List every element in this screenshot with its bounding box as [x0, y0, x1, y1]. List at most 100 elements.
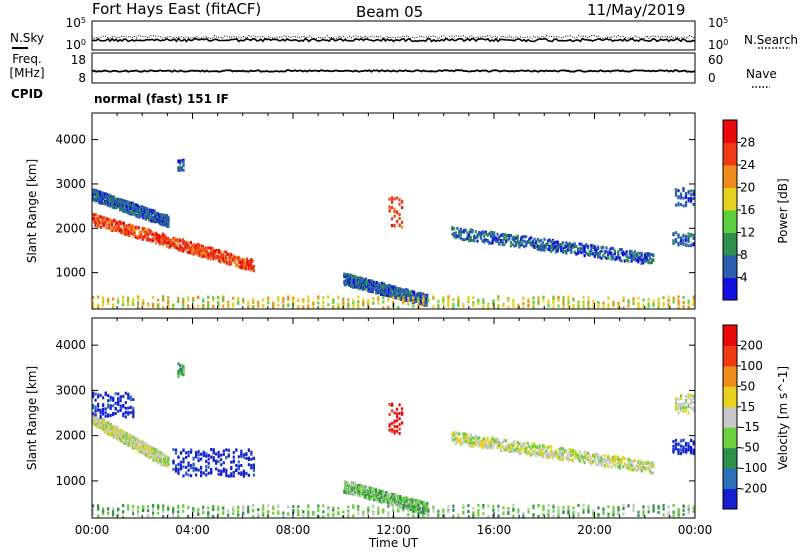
velocity-cell [242, 455, 245, 459]
velocity-cell [377, 499, 380, 503]
velocity-cell [126, 434, 129, 438]
power-cell [633, 257, 637, 261]
power-cell [312, 305, 315, 309]
power-cell [677, 196, 680, 199]
velocity-cell [650, 471, 653, 475]
power-cell [679, 241, 683, 245]
velocity-cell [648, 469, 652, 473]
velocity-cell [93, 416, 97, 420]
velocity-cell [114, 435, 117, 439]
power-cell [392, 296, 395, 300]
power-cell [212, 255, 215, 259]
velocity-cell [593, 455, 596, 459]
velocity-cell [576, 454, 580, 458]
velocity-cell [620, 460, 623, 464]
power-cell [232, 254, 235, 258]
power-cell [132, 302, 135, 306]
power-cell [173, 243, 176, 247]
power-cell [343, 272, 346, 276]
velocity-cell [230, 472, 233, 476]
velocity-cell [576, 456, 580, 460]
power-cell [97, 305, 100, 309]
power-cell [491, 241, 494, 245]
power-cell [166, 214, 169, 217]
power-cell [662, 303, 665, 307]
power-cell [551, 240, 554, 243]
power-cell [145, 211, 148, 215]
power-cell [142, 216, 145, 220]
power-cell [603, 251, 606, 255]
power-cell [473, 238, 476, 242]
power-cell [196, 242, 199, 246]
power-cell [692, 236, 695, 240]
power-cell [690, 197, 693, 201]
power-cell [481, 239, 484, 243]
velocity-cell [545, 449, 548, 453]
power-cell [368, 285, 371, 289]
power-cell [105, 193, 108, 196]
power-cell [387, 285, 390, 289]
power-cell [605, 246, 608, 250]
power-cell [541, 248, 544, 252]
power-cell [610, 246, 613, 250]
velocity-cell [365, 486, 368, 490]
power-cell [146, 209, 149, 213]
power-ylabel: Slant Range [km] [25, 159, 39, 263]
velocity-cell [560, 452, 563, 456]
velocity-cell [94, 392, 97, 396]
power-cell [120, 228, 123, 232]
velocity-cell [94, 407, 97, 411]
velocity-cell [516, 440, 519, 444]
power-cell [422, 292, 425, 296]
power-cell [572, 303, 575, 307]
power-cell [692, 301, 695, 305]
power-cell [218, 256, 221, 260]
power-cell [93, 217, 96, 221]
power-cell [487, 304, 490, 308]
power-cell [553, 241, 556, 245]
power-cell [540, 238, 543, 242]
power-cell [317, 295, 320, 299]
velocity-cell [147, 451, 150, 454]
power-cell [489, 235, 492, 238]
power-cell [692, 191, 695, 195]
power-cell [536, 245, 539, 249]
power-cell [234, 256, 237, 260]
power-cell [513, 244, 516, 248]
velocity-cell [561, 452, 564, 456]
power-cell [352, 301, 355, 305]
velocity-cell [125, 432, 129, 436]
power-cell [637, 258, 640, 262]
power-cell [684, 192, 688, 195]
velocity-cell [129, 435, 132, 439]
power-cell [682, 305, 685, 309]
velocity-cell [556, 454, 559, 458]
velocity-cell [474, 440, 477, 444]
power-cell [491, 238, 494, 242]
power-cell [357, 305, 360, 309]
power-cell [527, 304, 530, 308]
power-cell [607, 252, 610, 256]
power-cell [488, 232, 491, 236]
velocity-cell [237, 466, 240, 470]
velocity-cell [597, 458, 600, 462]
velocity-cell [491, 438, 494, 442]
power-cell [408, 291, 412, 295]
power-cell [114, 224, 117, 228]
power-cell [93, 189, 96, 193]
power-cell [442, 302, 445, 306]
power-cell [136, 227, 139, 231]
velocity-cell [612, 458, 615, 462]
power-cell [243, 264, 246, 268]
power-cell [237, 300, 240, 304]
power-cell [687, 301, 690, 305]
power-cell [142, 230, 146, 234]
power-cell [401, 220, 404, 224]
power-cell [657, 306, 660, 310]
power-cell [161, 242, 164, 246]
velocity-cell [102, 412, 105, 416]
velocity-cell [359, 494, 362, 498]
power-cell [474, 235, 477, 239]
velocity-cell [182, 474, 185, 478]
power-cell [418, 302, 421, 306]
